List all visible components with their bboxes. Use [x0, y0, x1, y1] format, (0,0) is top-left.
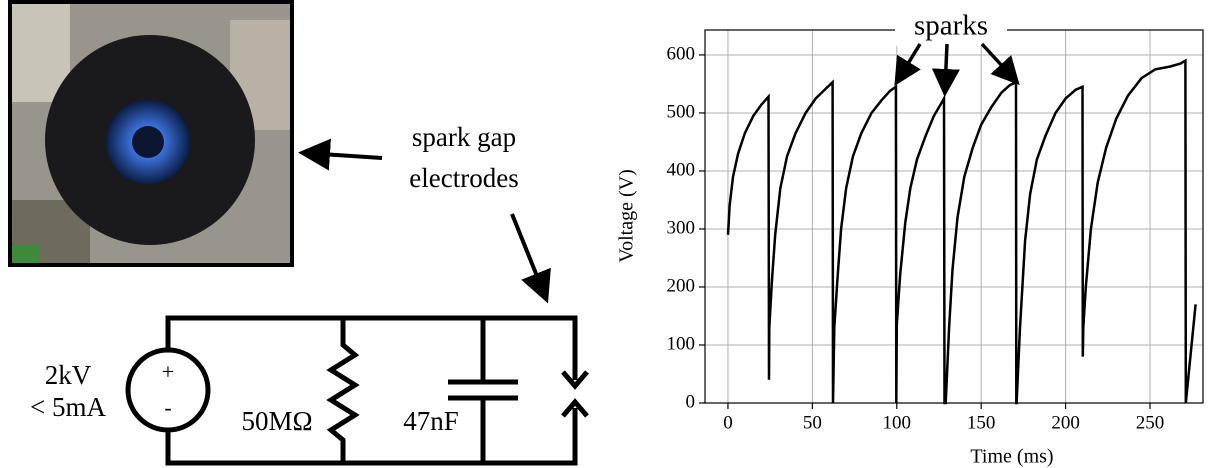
x-tick-label: 100 [883, 412, 912, 433]
resistor-label: 50MΩ [241, 406, 312, 436]
y-tick-label: 100 [667, 333, 696, 354]
y-tick-label: 400 [667, 159, 696, 180]
y-tick-label: 200 [667, 275, 696, 296]
arrow [510, 213, 551, 304]
minus-sign: - [164, 395, 171, 420]
x-tick-label: 150 [967, 412, 996, 433]
x-tick-label: 250 [1136, 412, 1165, 433]
source-voltage: 2kV [45, 360, 92, 390]
chart: Time (ms) Voltage (V) [616, 169, 1054, 467]
x-tick-label: 0 [723, 412, 733, 433]
x-tick-label: 200 [1051, 412, 1080, 433]
y-tick-label: 500 [667, 101, 696, 122]
y-tick-label: 300 [667, 217, 696, 238]
annotation: sparks [914, 10, 988, 42]
source-current: < 5mA [30, 392, 106, 422]
x-tick-label: 50 [803, 412, 822, 433]
annotation-bg [895, 12, 1007, 46]
capacitor-label: 47nF [403, 406, 459, 436]
y-axis-label: Voltage (V) [616, 169, 638, 263]
x-axis-label: Time (ms) [970, 446, 1053, 468]
annotation-line: spark gap [412, 122, 516, 152]
arrow [298, 138, 383, 171]
plus-sign: + [162, 359, 174, 384]
data-line [726, 58, 1197, 405]
arrow [894, 43, 922, 86]
y-tick-label: 0 [686, 391, 696, 412]
y-tick-label: 600 [667, 43, 696, 64]
plot-frame [704, 29, 1204, 404]
arrow [980, 42, 1020, 86]
circuit [125, 315, 589, 466]
photo [8, 0, 294, 267]
arrow [931, 43, 960, 97]
annotation-line: electrodes [409, 163, 518, 193]
